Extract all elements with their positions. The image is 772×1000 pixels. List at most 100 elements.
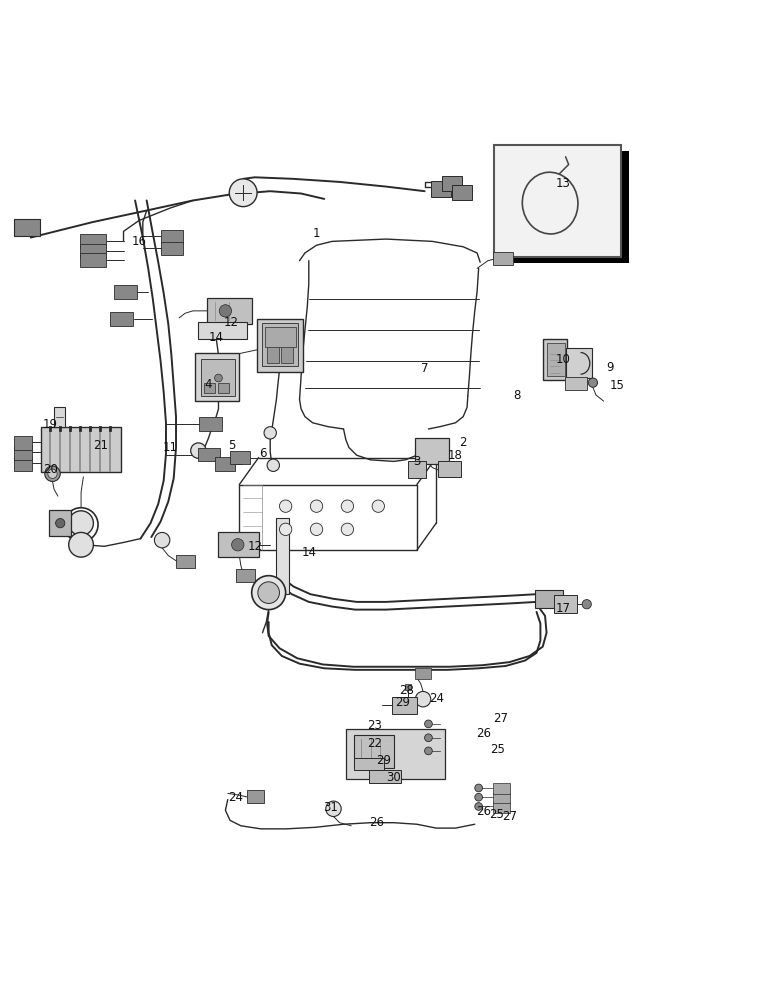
Text: 2: 2 — [459, 436, 467, 449]
Circle shape — [582, 600, 591, 609]
Text: 18: 18 — [448, 449, 463, 462]
Circle shape — [69, 511, 93, 536]
FancyBboxPatch shape — [161, 242, 183, 255]
Circle shape — [475, 784, 482, 792]
FancyBboxPatch shape — [199, 417, 222, 431]
Circle shape — [310, 500, 323, 512]
Circle shape — [341, 500, 354, 512]
Text: 8: 8 — [513, 389, 521, 402]
Circle shape — [56, 519, 65, 528]
FancyBboxPatch shape — [230, 451, 250, 464]
Circle shape — [219, 305, 232, 317]
Text: 5: 5 — [228, 439, 235, 452]
FancyBboxPatch shape — [408, 461, 426, 478]
FancyBboxPatch shape — [257, 319, 303, 372]
Text: 9: 9 — [606, 361, 614, 374]
Text: 26: 26 — [476, 727, 491, 740]
Text: 29: 29 — [394, 696, 410, 709]
FancyBboxPatch shape — [41, 427, 121, 472]
FancyBboxPatch shape — [176, 555, 195, 568]
FancyBboxPatch shape — [215, 457, 235, 471]
Circle shape — [191, 443, 206, 458]
Circle shape — [258, 582, 279, 603]
Circle shape — [326, 801, 341, 817]
Circle shape — [45, 466, 60, 481]
Text: 14: 14 — [301, 546, 317, 559]
FancyBboxPatch shape — [554, 595, 577, 613]
Circle shape — [154, 532, 170, 548]
FancyBboxPatch shape — [415, 438, 449, 464]
Text: 28: 28 — [399, 684, 415, 697]
Circle shape — [279, 523, 292, 536]
FancyBboxPatch shape — [161, 230, 183, 243]
Circle shape — [341, 523, 354, 536]
FancyBboxPatch shape — [14, 219, 40, 236]
FancyBboxPatch shape — [262, 323, 298, 366]
FancyBboxPatch shape — [54, 407, 65, 427]
Text: 27: 27 — [502, 810, 517, 823]
FancyBboxPatch shape — [265, 327, 296, 347]
FancyBboxPatch shape — [49, 510, 71, 536]
Text: 29: 29 — [376, 754, 391, 767]
Text: 26: 26 — [476, 805, 491, 818]
FancyBboxPatch shape — [493, 252, 513, 265]
Text: 27: 27 — [493, 712, 508, 725]
Text: 31: 31 — [323, 801, 338, 814]
FancyBboxPatch shape — [442, 176, 462, 191]
Text: 3: 3 — [413, 455, 421, 468]
FancyBboxPatch shape — [369, 770, 401, 783]
Text: 25: 25 — [489, 808, 504, 821]
FancyBboxPatch shape — [276, 518, 289, 594]
FancyBboxPatch shape — [354, 758, 384, 770]
FancyBboxPatch shape — [281, 346, 293, 363]
FancyBboxPatch shape — [236, 569, 255, 582]
Circle shape — [229, 179, 257, 207]
Circle shape — [425, 747, 432, 755]
Text: 12: 12 — [247, 540, 262, 553]
Circle shape — [415, 691, 431, 707]
Circle shape — [215, 374, 222, 382]
Text: 14: 14 — [208, 331, 224, 344]
FancyBboxPatch shape — [80, 234, 106, 248]
FancyBboxPatch shape — [547, 343, 565, 376]
Circle shape — [48, 469, 57, 478]
FancyBboxPatch shape — [431, 181, 451, 197]
FancyBboxPatch shape — [267, 346, 279, 363]
FancyBboxPatch shape — [543, 339, 567, 380]
Text: 4: 4 — [205, 378, 212, 391]
FancyBboxPatch shape — [198, 448, 220, 461]
Text: 19: 19 — [42, 418, 58, 431]
Text: 1: 1 — [313, 227, 320, 240]
Text: 16: 16 — [131, 235, 147, 248]
FancyBboxPatch shape — [14, 436, 32, 450]
FancyBboxPatch shape — [493, 793, 510, 803]
Circle shape — [267, 459, 279, 471]
FancyBboxPatch shape — [415, 668, 431, 679]
Text: 12: 12 — [224, 316, 239, 329]
Text: 22: 22 — [367, 737, 382, 750]
FancyBboxPatch shape — [565, 377, 587, 390]
Text: 26: 26 — [369, 816, 384, 829]
Text: 30: 30 — [386, 771, 401, 784]
FancyBboxPatch shape — [80, 253, 106, 267]
Text: 20: 20 — [42, 463, 58, 476]
Circle shape — [279, 500, 292, 512]
FancyBboxPatch shape — [198, 322, 247, 339]
Text: 24: 24 — [428, 692, 444, 705]
FancyBboxPatch shape — [201, 359, 235, 396]
FancyBboxPatch shape — [80, 244, 106, 258]
FancyBboxPatch shape — [392, 697, 417, 714]
FancyBboxPatch shape — [218, 532, 259, 557]
Circle shape — [69, 532, 93, 557]
FancyBboxPatch shape — [207, 298, 252, 324]
FancyBboxPatch shape — [438, 461, 461, 477]
FancyBboxPatch shape — [452, 185, 472, 200]
Circle shape — [372, 500, 384, 512]
Circle shape — [588, 378, 598, 387]
Text: 25: 25 — [490, 743, 506, 756]
FancyBboxPatch shape — [346, 729, 445, 779]
Circle shape — [425, 720, 432, 728]
Text: 15: 15 — [610, 379, 625, 392]
FancyBboxPatch shape — [493, 802, 510, 813]
FancyBboxPatch shape — [247, 790, 264, 803]
